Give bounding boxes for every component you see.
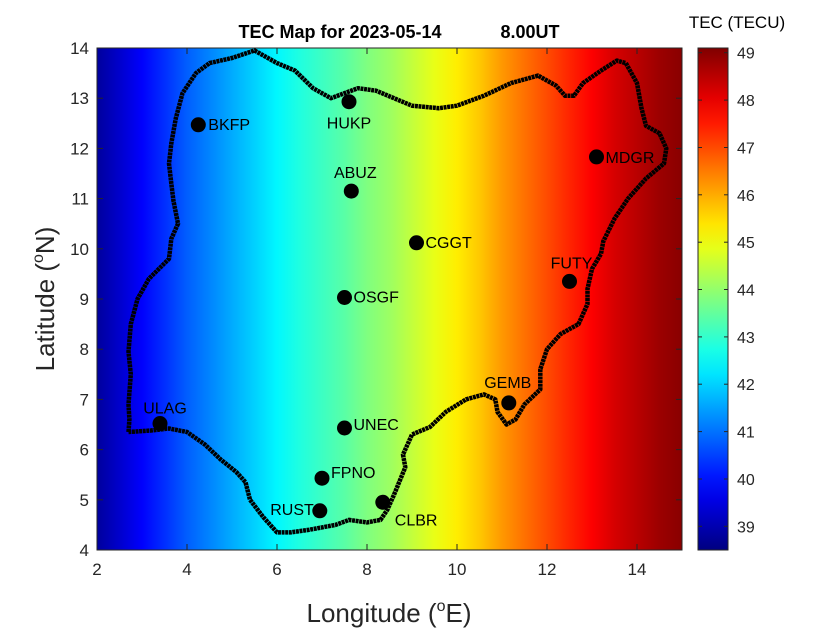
colorbar-tick-label: 43 — [737, 330, 755, 347]
x-tick-label: 4 — [182, 560, 191, 579]
station-marker-osgf — [337, 290, 352, 305]
y-tick-label: 10 — [70, 240, 89, 259]
colorbar-tick-label: 39 — [737, 519, 755, 536]
x-axis-label: Longitude (oE) — [306, 598, 471, 628]
y-tick-label: 7 — [80, 390, 89, 409]
x-tick-label: 14 — [628, 560, 647, 579]
station-label-hukp: HUKP — [327, 116, 371, 133]
x-tick-label: 2 — [92, 560, 101, 579]
y-tick-label: 11 — [71, 190, 89, 209]
station-label-ulag: ULAG — [143, 401, 187, 418]
station-marker-clbr — [375, 494, 391, 510]
y-tick-label: 12 — [70, 139, 89, 158]
colorbar-tick-label: 44 — [737, 283, 755, 300]
colorbar-tick-label: 49 — [737, 46, 755, 63]
colorbar-tick-label: 48 — [737, 93, 755, 110]
station-label-mdgr: MDGR — [606, 150, 655, 167]
colorbar — [697, 47, 729, 551]
station-label-osgf: OSGF — [354, 290, 400, 307]
station-label-clbr: CLBR — [395, 512, 438, 529]
station-label-cggt: CGGT — [426, 235, 472, 252]
map-time: 8.00UT — [500, 22, 559, 42]
colorbar-tick-label: 42 — [737, 377, 755, 394]
y-tick-label: 5 — [80, 491, 89, 510]
station-marker-gemb — [501, 395, 517, 411]
x-tick-label: 8 — [362, 560, 371, 579]
station-label-bkfp: BKFP — [208, 117, 250, 134]
colorbar-tick-label: 45 — [737, 235, 755, 252]
station-label-fpno: FPNO — [331, 465, 375, 482]
station-label-abuz: ABUZ — [334, 165, 377, 182]
station-label-rust: RUST — [270, 502, 314, 519]
station-label-unec: UNEC — [354, 417, 399, 434]
station-marker-hukp — [341, 94, 357, 110]
station-marker-cggt — [409, 235, 424, 251]
station-marker-fpno — [314, 470, 330, 486]
x-tick-label: 10 — [448, 560, 467, 579]
country-border — [126, 48, 669, 535]
y-tick-label: 9 — [80, 290, 89, 309]
station-marker-ulag — [152, 416, 168, 431]
colorbar-tick-label: 40 — [737, 472, 755, 489]
colorbar-tick-label: 47 — [737, 141, 755, 158]
station-marker-unec — [337, 420, 352, 436]
y-tick-label: 8 — [80, 340, 89, 359]
y-tick-label: 4 — [80, 541, 89, 560]
station-label-gemb: GEMB — [484, 375, 531, 392]
x-tick-label: 6 — [272, 560, 281, 579]
map-title: TEC Map for 2023-05-14 — [238, 22, 441, 42]
y-tick-label: 14 — [70, 39, 89, 58]
station-marker-futy — [562, 273, 577, 289]
y-tick-label: 6 — [80, 441, 89, 460]
station-marker-mdgr — [589, 149, 604, 165]
station-marker-rust — [312, 503, 328, 519]
colorbar-tick-label: 41 — [737, 425, 755, 442]
station-marker-abuz — [343, 183, 359, 199]
station-label-futy: FUTY — [551, 255, 593, 272]
station-marker-bkfp — [190, 117, 206, 133]
colorbar-label: TEC (TECU) — [689, 13, 785, 32]
y-axis-label: Latitude (oN) — [30, 227, 60, 372]
y-tick-label: 13 — [70, 89, 89, 108]
x-tick-label: 12 — [538, 560, 557, 579]
colorbar-tick-label: 46 — [737, 188, 755, 205]
tec-heatmap — [97, 48, 682, 550]
